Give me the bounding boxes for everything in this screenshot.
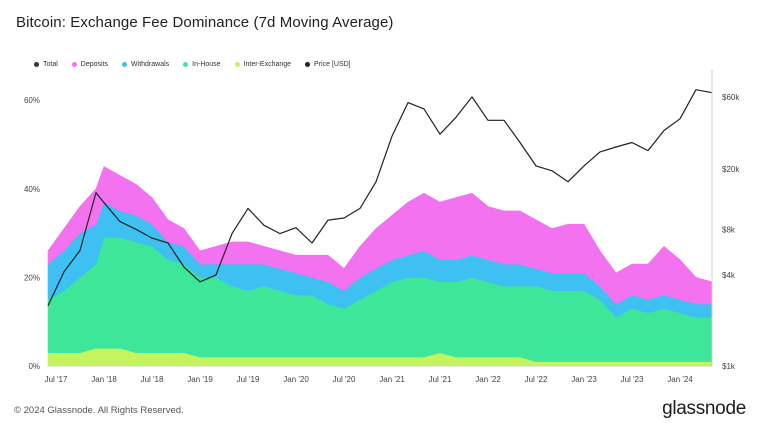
x-tick-label: Jan '18 (91, 375, 117, 384)
legend-label-withdrawals: Withdrawals (131, 60, 170, 68)
footer-copyright: © 2024 Glassnode. All Rights Reserved. (14, 405, 184, 416)
legend-label-deposits: Deposits (80, 60, 109, 68)
legend-dot-inter-exchange (234, 61, 240, 67)
legend-item-price[interactable]: Price [USD] (305, 61, 351, 68)
y-right-tick-label: $20k (722, 165, 740, 174)
x-tick-label: Jul '17 (45, 375, 68, 384)
legend-label-inter-exchange: Inter-Exchange (243, 60, 292, 68)
y-left-ticks: 0% 20% 40% 60% (24, 96, 40, 371)
x-axis-ticks: Jul '17 Jan '18 Jul '18 Jan '19 Jul '19 Jan '… (45, 375, 694, 384)
y-left-tick-label: 20% (24, 273, 40, 282)
y-right-ticks: $1k $4k $8k $20k $60k (722, 93, 740, 371)
y-right-tick-label: $60k (722, 93, 740, 102)
x-tick-label: Jan '20 (283, 375, 309, 384)
legend-label-total: Total (43, 60, 58, 68)
legend-dot-price (305, 61, 311, 67)
legend-label-price: Price [USD] (314, 60, 351, 68)
x-tick-label: Jan '23 (571, 375, 597, 384)
price-series (47, 89, 713, 307)
stacked-areas (47, 166, 713, 367)
legend-label-in-house: In-House (192, 60, 221, 68)
legend-item-inter-exchange[interactable]: Inter-Exchange (234, 60, 292, 68)
legend-dot-withdrawals (122, 61, 128, 67)
y-right-tick-label: $8k (722, 225, 736, 234)
x-tick-label: Jan '19 (187, 375, 213, 384)
x-tick-label: Jul '22 (525, 375, 548, 384)
x-tick-label: Jul '20 (333, 375, 356, 384)
glassnode-logo[interactable]: glassnode (662, 398, 746, 419)
x-tick-label: Jul '18 (141, 375, 164, 384)
legend-dot-deposits (71, 61, 77, 67)
legend-dot-total (34, 61, 39, 67)
y-right-tick-label: $4k (722, 271, 736, 280)
legend-item-deposits[interactable]: Deposits (71, 60, 109, 68)
chart-legend: Total Deposits Withdrawals In-House Inte… (34, 58, 351, 70)
chart-title: Bitcoin: Exchange Fee Dominance (7d Movi… (16, 14, 394, 31)
legend-item-withdrawals[interactable]: Withdrawals (122, 61, 169, 68)
y-right-tick-label: $1k (722, 362, 736, 371)
price-line (47, 89, 713, 307)
y-left-tick-label: 40% (24, 185, 40, 194)
x-tick-label: Jul '21 (429, 375, 452, 384)
chart-axes (48, 70, 713, 367)
legend-item-in-house[interactable]: In-House (183, 60, 221, 68)
legend-item-total[interactable]: Total (34, 61, 58, 68)
x-tick-label: Jul '19 (237, 375, 260, 384)
x-tick-label: Jan '22 (475, 375, 501, 384)
x-tick-label: Jul '23 (621, 375, 644, 384)
legend-dot-in-house (183, 61, 189, 67)
y-left-tick-label: 0% (28, 362, 40, 371)
y-left-tick-label: 60% (24, 96, 40, 105)
x-tick-label: Jan '21 (379, 375, 405, 384)
x-tick-label: Jan '24 (667, 375, 693, 384)
